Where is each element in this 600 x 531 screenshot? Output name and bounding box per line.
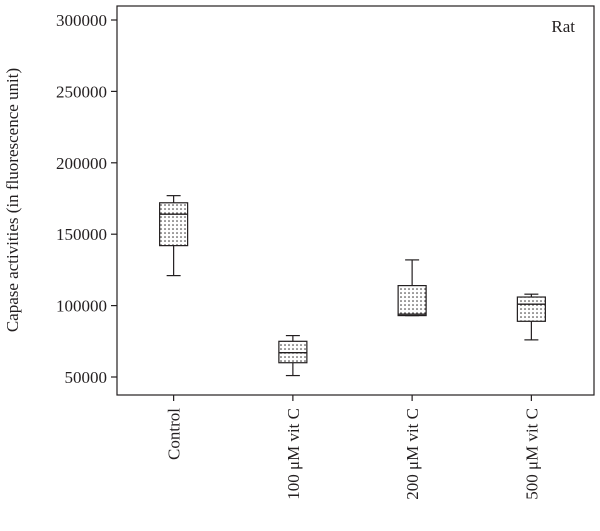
y-tick-label: 100000 <box>56 297 107 316</box>
category-label: 500 μM vit C <box>522 408 541 500</box>
y-axis-title: Capase activities (in fluorescence unit) <box>3 68 22 332</box>
y-tick-label: 250000 <box>56 82 107 101</box>
y-tick-label: 150000 <box>56 225 107 244</box>
box-4 <box>516 293 546 341</box>
y-tick-label: 300000 <box>56 11 107 30</box>
y-tick-label: 50000 <box>65 368 108 387</box>
plot-frame <box>116 5 595 396</box>
box-1 <box>159 195 189 277</box>
panel-label: Rat <box>551 17 575 36</box>
iqr-box <box>516 296 546 322</box>
y-axis: 50000 100000 150000 200000 250000 300000 <box>56 11 117 387</box>
box-3 <box>397 259 427 317</box>
category-label: Control <box>165 408 184 460</box>
box-2 <box>278 334 308 377</box>
x-axis: Control 100 μM vit C 200 μM vit C 500 μM vi… <box>165 395 541 500</box>
iqr-box <box>397 285 427 317</box>
category-label: 100 μM vit C <box>284 408 303 500</box>
iqr-box <box>159 202 189 247</box>
box-series <box>159 195 546 377</box>
y-tick-label: 200000 <box>56 154 107 173</box>
iqr-box <box>278 340 308 364</box>
category-label: 200 μM vit C <box>403 408 422 500</box>
